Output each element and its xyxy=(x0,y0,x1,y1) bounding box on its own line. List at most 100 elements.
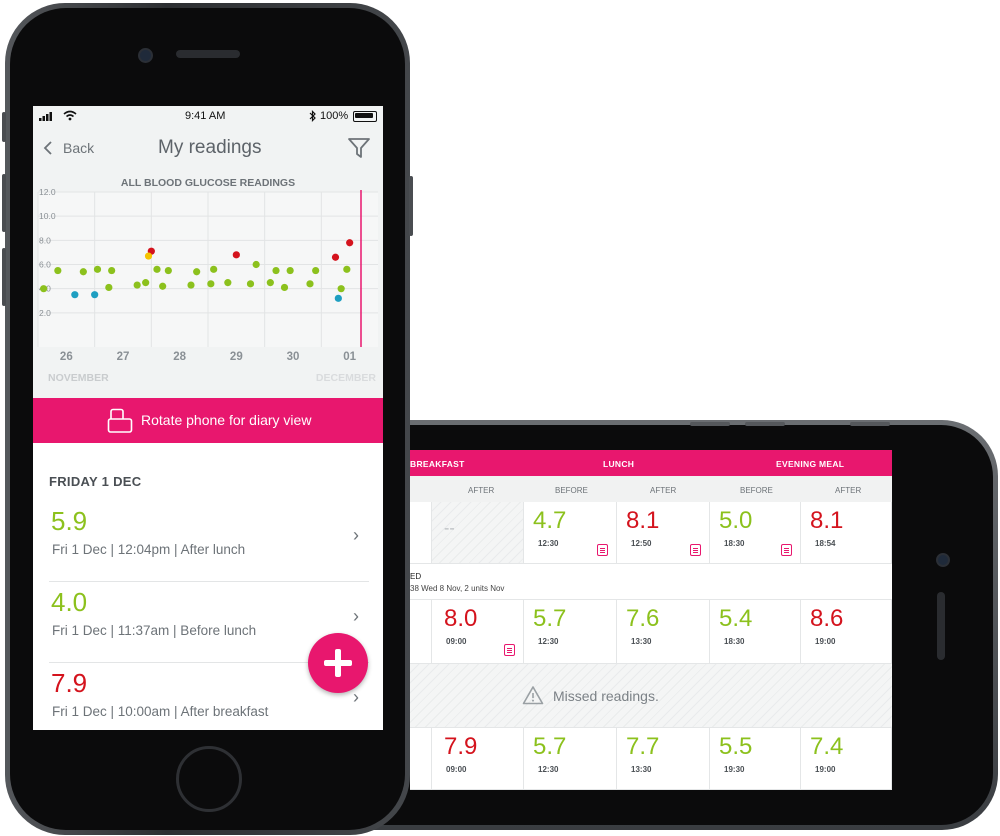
x-tick-label: 27 xyxy=(117,351,130,363)
data-point xyxy=(40,285,48,293)
missed-readings-row[interactable]: Missed readings. xyxy=(410,664,892,728)
diary-cell[interactable]: 5.0 18:30 xyxy=(710,502,801,564)
diary-cell[interactable] xyxy=(410,502,432,564)
landscape-volume-button xyxy=(690,422,730,426)
volume-up-button xyxy=(2,174,6,232)
back-label: Back xyxy=(63,140,95,156)
chevron-right-icon: › xyxy=(353,687,359,707)
reading-value: 5.7 xyxy=(533,733,567,760)
reading-row[interactable]: 5.9 Fri 1 Dec | 12:04pm | After lunch › xyxy=(49,501,369,582)
chevron-right-icon: › xyxy=(353,606,359,626)
data-point xyxy=(144,252,153,260)
data-point xyxy=(153,265,161,273)
home-button[interactable] xyxy=(176,746,242,812)
diary-cell[interactable]: 5.5 19:30 xyxy=(710,728,801,790)
power-button xyxy=(409,176,413,236)
note-icon[interactable] xyxy=(781,544,792,556)
data-point xyxy=(71,291,79,299)
x-tick-label: 30 xyxy=(287,351,300,363)
y-tick-label: 8.0 xyxy=(39,235,51,245)
reading-value: 8.1 xyxy=(626,507,660,534)
data-point xyxy=(286,266,294,275)
reading-value: 4.7 xyxy=(533,507,567,534)
reading-time: 12:30 xyxy=(538,765,559,774)
data-point xyxy=(252,260,260,269)
data-point xyxy=(312,266,320,275)
y-tick-label: 6.0 xyxy=(39,260,51,270)
data-point xyxy=(246,280,255,288)
y-tick-label: 10.0 xyxy=(39,211,56,221)
data-point xyxy=(337,285,345,293)
reading-row[interactable]: 4.0 Fri 1 Dec | 11:37am | Before lunch › xyxy=(49,582,369,663)
bluetooth-icon xyxy=(309,110,316,122)
reading-value: 5.4 xyxy=(719,605,753,632)
note-icon[interactable] xyxy=(597,544,608,556)
x-tick-label: 26 xyxy=(60,351,73,363)
reading-time: 13:30 xyxy=(631,765,652,774)
data-point xyxy=(193,268,201,276)
data-point xyxy=(207,280,215,288)
data-point xyxy=(280,283,289,292)
rotate-phone-icon xyxy=(107,408,133,433)
diary-cell[interactable]: 8.1 12:50 xyxy=(617,502,710,564)
data-point xyxy=(266,279,274,287)
reading-time: 18:54 xyxy=(815,539,836,548)
data-point xyxy=(272,266,280,275)
x-tick-label: 01 xyxy=(343,351,356,363)
diary-cell[interactable]: 4.7 12:30 xyxy=(524,502,617,564)
data-point xyxy=(334,294,342,302)
diary-cell[interactable]: 8.6 19:00 xyxy=(801,600,892,664)
diary-cell[interactable]: 5.7 12:30 xyxy=(524,728,617,790)
reading-time: 19:00 xyxy=(815,637,836,646)
note-icon[interactable] xyxy=(690,544,701,556)
signal-icon xyxy=(39,112,52,121)
data-point xyxy=(54,266,62,275)
diary-cell[interactable]: 5.4 18:30 xyxy=(710,600,801,664)
diary-note-row[interactable]: ED 38 Wed 8 Nov, 2 units Nov xyxy=(410,564,892,600)
diary-cell[interactable]: 7.6 13:30 xyxy=(617,600,710,664)
meal-breakfast: BREAKFAST xyxy=(410,459,465,469)
filter-icon[interactable] xyxy=(347,137,371,159)
rotate-phone-banner[interactable]: Rotate phone for diary view xyxy=(33,398,383,443)
subheader-before-evening: BEFORE xyxy=(740,486,773,495)
diary-cell[interactable]: 7.9 09:00 xyxy=(432,728,524,790)
reading-value: 5.0 xyxy=(719,507,753,534)
glucose-chart[interactable]: ALL BLOOD GLUCOSE READINGS 12.0 10.0 8.0 6.0… xyxy=(33,172,383,398)
data-point xyxy=(224,279,232,287)
subheader-after-lunch: AFTER xyxy=(650,486,677,495)
data-point xyxy=(187,281,195,289)
diary-cell[interactable]: 8.1 18:54 xyxy=(801,502,892,564)
diary-cell[interactable] xyxy=(410,728,432,790)
reading-value: -- xyxy=(444,520,455,537)
diary-cell[interactable]: 8.0 09:00 xyxy=(432,600,524,664)
add-reading-button[interactable] xyxy=(308,633,368,693)
diary-cell[interactable]: 7.4 19:00 xyxy=(801,728,892,790)
diary-cell[interactable]: 7.7 13:30 xyxy=(617,728,710,790)
diary-cell[interactable]: 5.7 12:30 xyxy=(524,600,617,664)
data-point xyxy=(133,281,141,289)
diary-cell-empty[interactable]: -- xyxy=(432,502,524,564)
data-point xyxy=(306,280,314,288)
note-icon[interactable] xyxy=(504,644,515,656)
data-point xyxy=(159,282,167,290)
reading-time: 18:30 xyxy=(724,539,745,548)
x-tick-label: 28 xyxy=(173,351,186,363)
data-point xyxy=(331,253,340,261)
diary-cell[interactable] xyxy=(410,600,432,664)
landscape-speaker xyxy=(937,592,945,660)
reading-value: 8.0 xyxy=(444,605,478,632)
reading-value: 8.1 xyxy=(810,507,844,534)
back-button[interactable]: Back xyxy=(39,138,103,158)
landscape-volume-button xyxy=(745,422,785,426)
subheader-before-lunch: BEFORE xyxy=(555,486,588,495)
reading-time: 09:00 xyxy=(446,637,467,646)
note-row-detail: 38 Wed 8 Nov, 2 units Nov xyxy=(410,584,505,593)
wifi-icon xyxy=(63,110,77,121)
reading-time: 12:30 xyxy=(538,637,559,646)
reading-time: 12:30 xyxy=(538,539,559,548)
y-tick-label: 2.0 xyxy=(39,308,51,318)
reading-value: 7.9 xyxy=(51,668,88,698)
x-tick-label: 29 xyxy=(230,351,243,363)
reading-row[interactable]: 7.9 Fri 1 Dec | 10:00am | After breakfas… xyxy=(49,663,369,730)
landscape-camera xyxy=(936,553,950,567)
